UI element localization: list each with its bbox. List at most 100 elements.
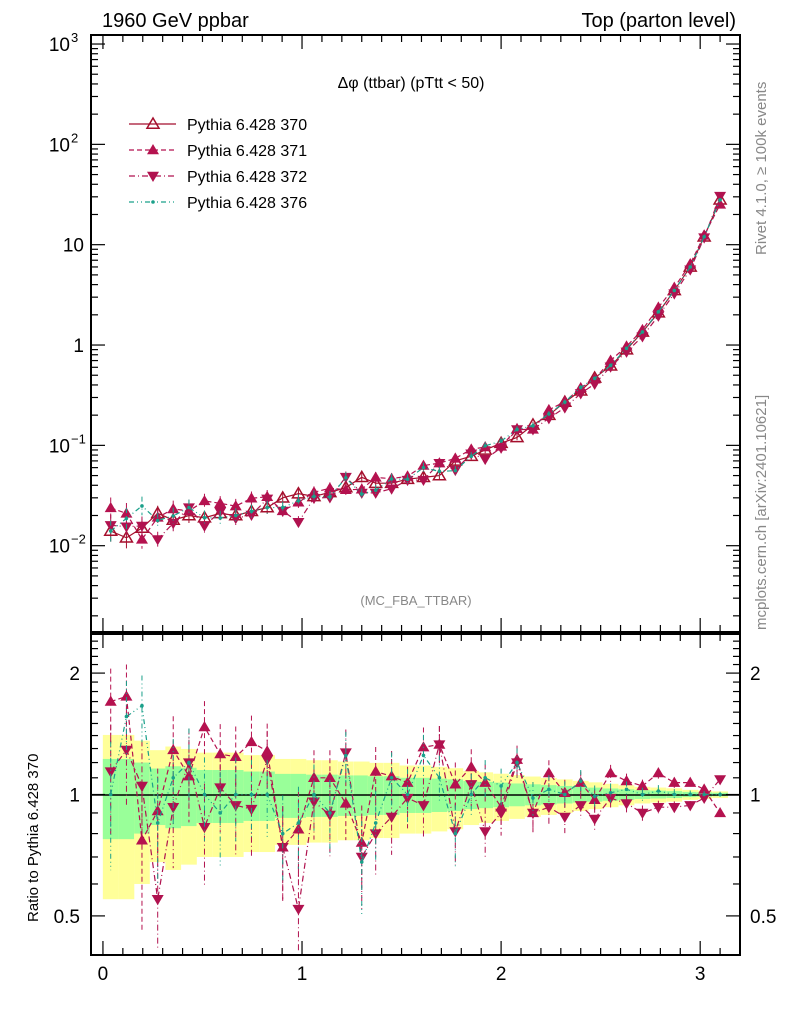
main-point	[531, 423, 535, 428]
ratio-point	[369, 765, 382, 776]
ratio-point	[167, 743, 180, 755]
x-tick-label: 0	[98, 964, 109, 985]
ratio-point	[104, 695, 117, 706]
main-point	[574, 389, 587, 400]
main-point	[558, 403, 571, 414]
main-point	[563, 400, 567, 404]
main-point	[155, 518, 160, 523]
ratio-point	[233, 792, 238, 797]
main-point	[328, 495, 332, 499]
main-point	[453, 468, 458, 473]
main-point	[656, 310, 661, 314]
series-s370	[103, 192, 728, 549]
main-point	[405, 477, 410, 482]
main-point	[167, 519, 180, 530]
ratio-point	[588, 814, 601, 825]
legend-entry-s371: Pythia 6.428 371	[129, 143, 307, 160]
ratio-point	[588, 793, 601, 805]
ratio-point	[449, 778, 462, 789]
main-point	[135, 521, 148, 532]
ratio-point	[124, 714, 129, 719]
main-point	[684, 265, 697, 276]
ratio-point	[292, 823, 305, 834]
y-tick-label: 10	[49, 135, 70, 156]
x-tick-label: 3	[695, 964, 706, 985]
main-point	[385, 484, 398, 495]
main-point	[702, 234, 706, 239]
ratio-point	[389, 776, 394, 780]
main-point	[668, 281, 681, 292]
main-point	[276, 506, 289, 517]
mcplots-label: mcplots.cern.ch [arXiv:2401.10621]	[753, 395, 770, 630]
ratio-point	[417, 801, 430, 812]
ratio-point	[151, 895, 164, 906]
ratio-point	[714, 775, 727, 786]
main-point	[124, 516, 129, 521]
ratio-point	[344, 753, 348, 758]
legend-entry-s376: Pythia 6.428 376	[129, 195, 307, 212]
series-s372	[104, 191, 727, 951]
ratio-point	[652, 767, 665, 778]
ratio-point	[483, 776, 487, 780]
ratio-point	[328, 811, 332, 815]
legend-label: Pythia 6.428 376	[187, 195, 307, 212]
ratio-point	[323, 771, 336, 783]
ratio-point	[684, 776, 697, 787]
main-point	[509, 429, 525, 443]
main-point	[359, 492, 364, 496]
ratio-point	[558, 786, 571, 797]
ratio-ylabel: Ratio to Pythia 6.428 370	[25, 754, 42, 922]
header-left: 1960 GeV ppbar	[102, 10, 249, 32]
main-point	[202, 515, 207, 520]
main-point	[135, 533, 148, 544]
ratio-point	[479, 827, 492, 838]
ratio-point	[495, 808, 508, 819]
main-point	[233, 513, 238, 518]
main-point	[229, 513, 242, 525]
main-point	[437, 469, 442, 474]
ratio-point	[171, 776, 176, 780]
main-point	[296, 498, 301, 503]
main-point	[718, 198, 722, 202]
main-point	[469, 454, 474, 458]
ratio-point	[373, 821, 378, 825]
main-point	[652, 301, 665, 312]
rivet-label: Rivet 4.1.0, ≥ 100k events	[753, 82, 770, 255]
ratio-point	[385, 770, 398, 781]
main-point	[245, 510, 258, 521]
ratio-point	[453, 831, 458, 836]
ratio-point	[433, 740, 446, 751]
main-point	[515, 427, 519, 432]
data-marks	[103, 191, 728, 951]
main-point	[636, 323, 649, 335]
ratio-point	[218, 811, 223, 815]
main-point	[389, 477, 394, 481]
main-point	[218, 516, 223, 520]
ratio-point	[604, 793, 617, 805]
ratio-point	[187, 760, 191, 765]
ratio-point	[120, 690, 133, 701]
main-point	[280, 505, 285, 510]
main-point	[339, 483, 352, 494]
legend-entry-s370: Pythia 6.428 370	[129, 116, 307, 134]
ratio-point	[714, 806, 727, 818]
header-right: Top (parton level)	[581, 10, 736, 32]
main-point	[187, 505, 191, 510]
main-point	[483, 444, 487, 448]
ratio-point	[620, 775, 633, 786]
ratio-point	[640, 792, 645, 797]
ratio-point	[688, 792, 693, 797]
legend-marker	[145, 116, 161, 129]
ratio-point	[542, 803, 555, 814]
analysis-tag: (MC_FBA_TTBAR)	[360, 593, 471, 608]
main-point	[714, 198, 727, 209]
ratio-y-tick-label-left: 1	[69, 786, 80, 807]
main-point	[526, 425, 539, 436]
main-line-s372	[110, 195, 721, 541]
main-point	[245, 492, 258, 503]
y-tick-label: 10	[63, 236, 84, 257]
y-tick-exponent: 2	[71, 130, 78, 145]
ratio-line-s371	[110, 695, 721, 849]
ratio-point	[296, 821, 301, 825]
main-point	[312, 494, 316, 499]
